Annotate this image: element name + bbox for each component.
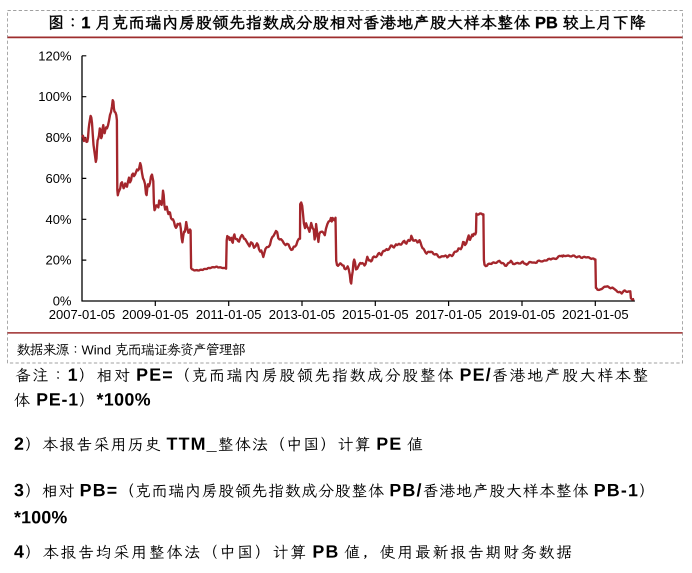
svg-text:0%: 0%: [53, 294, 72, 309]
svg-text:2021-01-05: 2021-01-05: [562, 307, 629, 322]
svg-text:2009-01-05: 2009-01-05: [122, 307, 189, 322]
svg-text:80%: 80%: [45, 130, 71, 145]
svg-text:40%: 40%: [45, 212, 71, 227]
svg-text:120%: 120%: [38, 48, 72, 63]
svg-text:2007-01-05: 2007-01-05: [49, 307, 116, 322]
svg-text:2013-01-05: 2013-01-05: [269, 307, 336, 322]
svg-text:20%: 20%: [45, 253, 71, 268]
svg-text:2015-01-05: 2015-01-05: [342, 307, 409, 322]
svg-text:100%: 100%: [38, 89, 72, 104]
svg-text:2019-01-05: 2019-01-05: [489, 307, 556, 322]
svg-text:2017-01-05: 2017-01-05: [415, 307, 482, 322]
svg-text:2011-01-05: 2011-01-05: [196, 307, 262, 322]
svg-text:60%: 60%: [45, 171, 71, 186]
